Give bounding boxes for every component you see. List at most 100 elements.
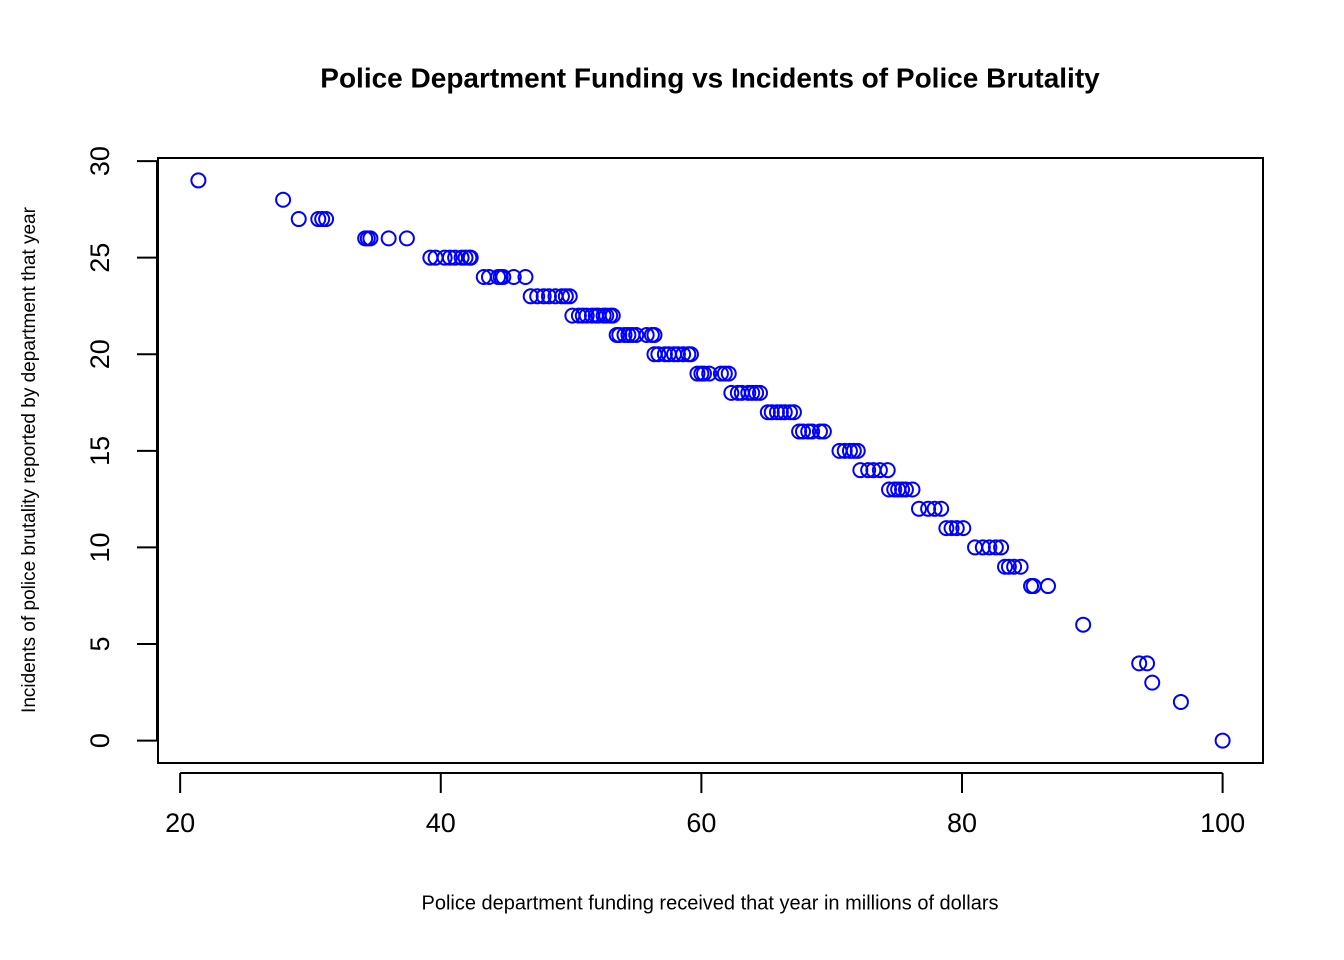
x-axis-label: Police department funding received that …	[422, 892, 999, 914]
x-tick-label: 80	[947, 808, 977, 838]
point	[620, 326, 637, 343]
x-tick-label: 40	[426, 808, 456, 838]
x-tick-label: 100	[1200, 808, 1245, 838]
point	[841, 442, 858, 459]
point	[1131, 655, 1148, 672]
point	[638, 326, 655, 343]
point	[529, 288, 546, 305]
x-tick-label: 20	[165, 808, 195, 838]
chart-title: Police Department Funding vs Incidents o…	[320, 62, 1100, 93]
point	[723, 384, 740, 401]
point	[616, 326, 633, 343]
point	[795, 423, 812, 440]
y-tick-label: 15	[85, 436, 115, 466]
plot-box	[157, 157, 1264, 764]
point	[598, 307, 615, 324]
point	[495, 268, 512, 285]
point	[701, 365, 718, 382]
point	[535, 288, 552, 305]
point	[845, 442, 862, 459]
point	[1000, 558, 1017, 575]
point	[720, 365, 737, 382]
point	[886, 481, 903, 498]
point	[811, 423, 828, 440]
y-tick-label: 0	[85, 733, 115, 748]
point	[1039, 578, 1056, 595]
point	[815, 423, 832, 440]
point	[561, 288, 578, 305]
point	[310, 211, 327, 228]
point	[517, 268, 534, 285]
point	[682, 346, 699, 363]
point	[290, 211, 307, 228]
point	[752, 384, 769, 401]
point	[744, 384, 761, 401]
point	[871, 462, 888, 479]
point	[557, 288, 574, 305]
point	[910, 500, 927, 517]
point	[1006, 558, 1023, 575]
y-tick-label: 10	[85, 532, 115, 562]
point	[943, 520, 960, 537]
point	[650, 346, 667, 363]
point	[948, 520, 965, 537]
point	[1012, 558, 1029, 575]
point	[457, 249, 474, 266]
point	[578, 307, 595, 324]
point	[804, 423, 821, 440]
point	[996, 558, 1013, 575]
point	[689, 365, 706, 382]
point	[675, 346, 692, 363]
point	[740, 384, 757, 401]
point	[904, 481, 921, 498]
point	[462, 249, 479, 266]
point	[993, 539, 1010, 556]
point	[441, 249, 458, 266]
point	[314, 211, 331, 228]
point	[860, 462, 877, 479]
point	[800, 423, 817, 440]
point	[776, 404, 793, 421]
point	[897, 481, 914, 498]
y-tick-label: 25	[85, 243, 115, 273]
point	[894, 481, 911, 498]
point	[938, 520, 955, 537]
point	[785, 404, 802, 421]
point	[981, 539, 998, 556]
point	[879, 462, 896, 479]
point	[318, 211, 335, 228]
point	[436, 249, 453, 266]
y-tick-label: 5	[85, 636, 115, 651]
point	[453, 249, 470, 266]
point	[695, 365, 712, 382]
x-tick-label: 60	[686, 808, 716, 838]
point	[646, 326, 663, 343]
point	[1214, 732, 1231, 749]
point	[1172, 693, 1189, 710]
point	[505, 268, 522, 285]
y-axis-label: Incidents of police brutality reported b…	[19, 206, 40, 713]
point	[275, 191, 292, 208]
point	[190, 172, 207, 189]
point	[553, 288, 570, 305]
point	[987, 539, 1004, 556]
point	[849, 442, 866, 459]
y-tick-label: 30	[85, 146, 115, 176]
point	[628, 326, 645, 343]
point	[604, 307, 621, 324]
point	[712, 365, 729, 382]
point	[1075, 616, 1092, 633]
point	[933, 500, 950, 517]
point	[1139, 655, 1156, 672]
point	[362, 230, 379, 247]
point	[1144, 674, 1161, 691]
point	[926, 500, 943, 517]
y-tick-label: 20	[85, 339, 115, 369]
point	[955, 520, 972, 537]
point	[380, 230, 397, 247]
point	[748, 384, 765, 401]
point	[781, 404, 798, 421]
point	[716, 365, 733, 382]
point	[398, 230, 415, 247]
